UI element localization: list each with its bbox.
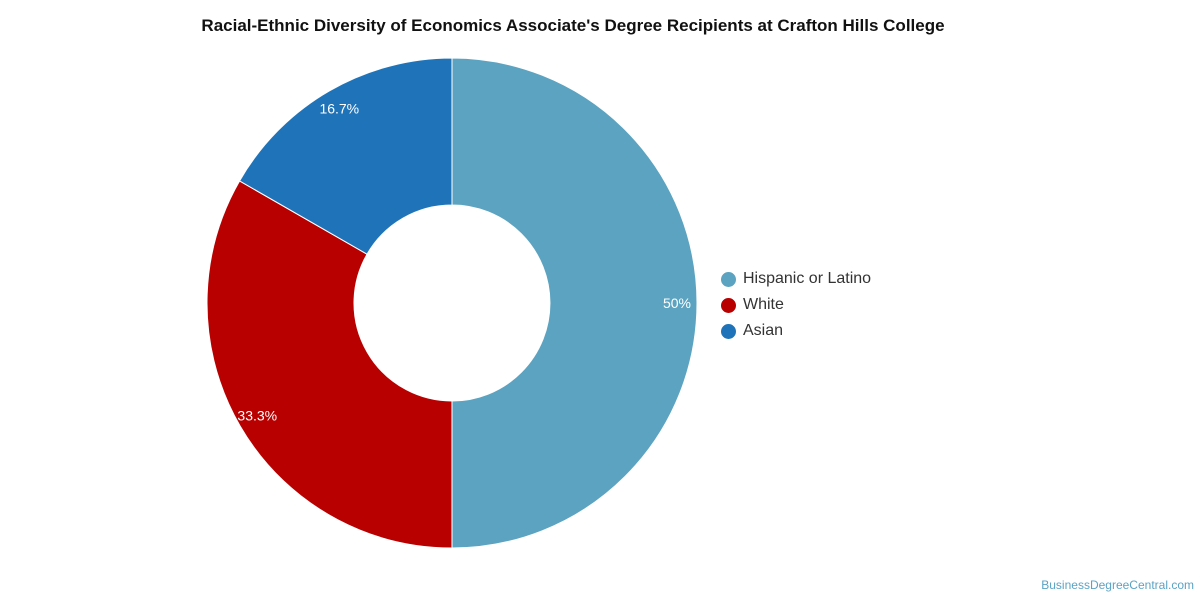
legend-item-hispanic-or-latino[interactable]: Hispanic or Latino (721, 266, 871, 292)
legend-label-asian: Asian (743, 322, 784, 339)
legend-label-hispanic-or-latino: Hispanic or Latino (743, 270, 872, 287)
chart-legend: Hispanic or Latino White Asian (721, 266, 871, 344)
donut-slice-labels: 50% 33.3% 16.7% (237, 100, 691, 423)
legend-swatch-hispanic-or-latino (721, 271, 736, 287)
slice-label-white: 33.3% (237, 408, 277, 424)
slice-hispanic-or-latino[interactable] (451, 57, 698, 549)
donut-slices (206, 57, 698, 549)
legend-item-asian[interactable]: Asian (721, 318, 871, 344)
legend-label-white: White (743, 296, 784, 313)
source-credit[interactable]: BusinessDegreeCentral.com (1041, 578, 1194, 592)
slice-label-hispanic-or-latino: 50% (663, 295, 691, 311)
slice-asian[interactable] (238, 57, 453, 255)
legend-swatch-white (721, 297, 736, 313)
slice-white[interactable] (206, 180, 453, 549)
legend-swatch-asian (721, 323, 736, 339)
chart-title: Racial-Ethnic Diversity of Economics Ass… (201, 16, 945, 35)
legend-item-white[interactable]: White (721, 292, 871, 318)
slice-label-asian: 16.7% (319, 100, 359, 116)
